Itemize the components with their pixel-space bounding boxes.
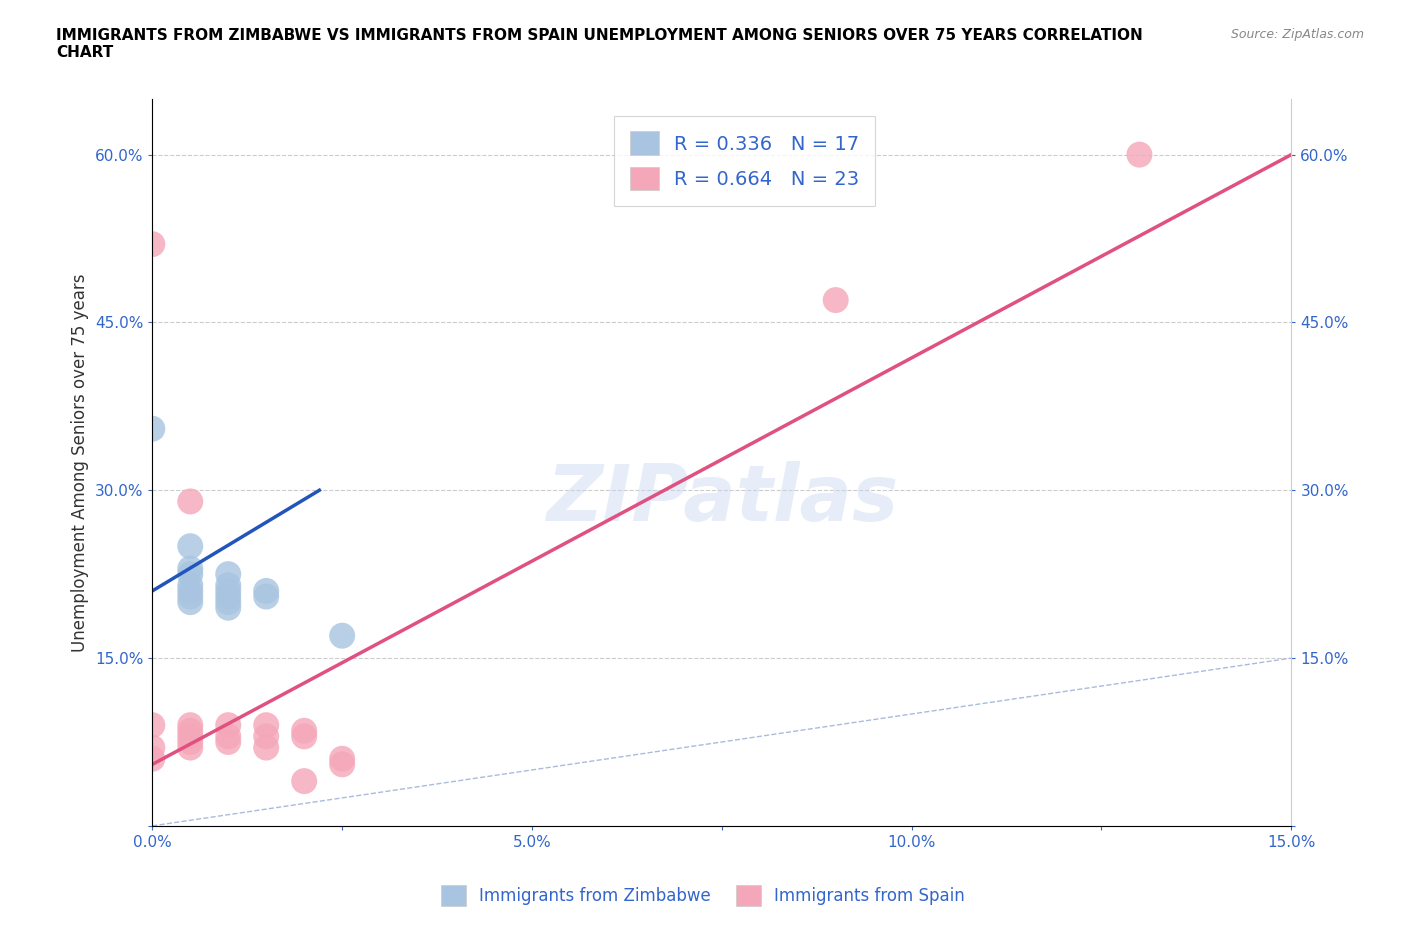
Point: [254, 729, 277, 744]
Point: [217, 566, 239, 581]
Point: [179, 724, 201, 738]
Point: [179, 494, 201, 509]
Point: [292, 729, 315, 744]
Legend: R = 0.336   N = 17, R = 0.664   N = 23: R = 0.336 N = 17, R = 0.664 N = 23: [614, 115, 875, 206]
Point: [217, 729, 239, 744]
Point: [141, 237, 163, 252]
Point: [217, 583, 239, 598]
Point: [179, 735, 201, 750]
Point: [179, 538, 201, 553]
Point: [179, 561, 201, 576]
Point: [254, 589, 277, 604]
Point: [179, 718, 201, 733]
Point: [141, 718, 163, 733]
Y-axis label: Unemployment Among Seniors over 75 years: Unemployment Among Seniors over 75 years: [72, 273, 89, 652]
Point: [824, 293, 846, 308]
Legend: Immigrants from Zimbabwe, Immigrants from Spain: Immigrants from Zimbabwe, Immigrants fro…: [434, 879, 972, 912]
Point: [141, 421, 163, 436]
Text: IMMIGRANTS FROM ZIMBABWE VS IMMIGRANTS FROM SPAIN UNEMPLOYMENT AMONG SENIORS OVE: IMMIGRANTS FROM ZIMBABWE VS IMMIGRANTS F…: [56, 28, 1143, 60]
Point: [179, 729, 201, 744]
Point: [179, 578, 201, 592]
Text: Source: ZipAtlas.com: Source: ZipAtlas.com: [1230, 28, 1364, 41]
Point: [141, 740, 163, 755]
Point: [179, 594, 201, 609]
Text: ZIPatlas: ZIPatlas: [546, 460, 898, 537]
Point: [330, 757, 353, 772]
Point: [179, 566, 201, 581]
Point: [217, 600, 239, 615]
Point: [217, 578, 239, 592]
Point: [292, 724, 315, 738]
Point: [217, 718, 239, 733]
Point: [1128, 147, 1150, 162]
Point: [217, 735, 239, 750]
Point: [330, 751, 353, 766]
Point: [217, 594, 239, 609]
Point: [141, 751, 163, 766]
Point: [254, 718, 277, 733]
Point: [254, 583, 277, 598]
Point: [330, 629, 353, 644]
Point: [179, 589, 201, 604]
Point: [179, 583, 201, 598]
Point: [292, 774, 315, 789]
Point: [179, 740, 201, 755]
Point: [254, 740, 277, 755]
Point: [217, 589, 239, 604]
